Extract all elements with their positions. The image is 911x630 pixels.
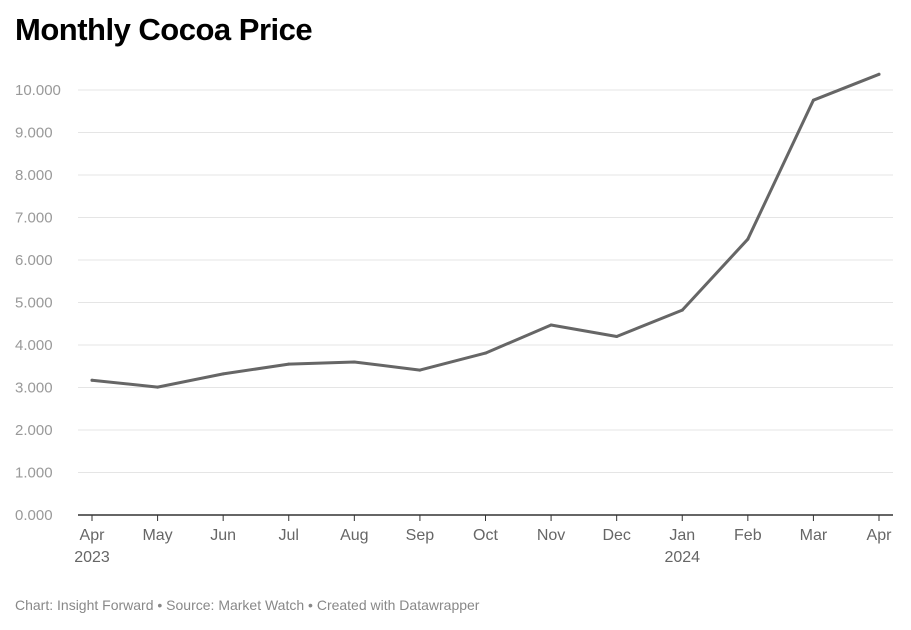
y-tick-label: 5.000	[15, 295, 53, 312]
data-point	[746, 237, 750, 241]
chart-footer: Chart: Insight Forward • Source: Market …	[15, 597, 480, 613]
data-point	[615, 335, 619, 338]
data-point	[418, 368, 422, 372]
series-layer	[90, 72, 881, 389]
y-tick-label: 1.000	[15, 465, 53, 482]
y-tick-label: 0.000	[15, 507, 53, 524]
y-tick-label: 3.000	[15, 380, 53, 397]
data-point	[90, 378, 94, 382]
x-tick-label-month: Dec	[602, 527, 630, 544]
y-tick-label: 2.000	[15, 422, 53, 439]
data-point	[811, 98, 815, 102]
x-tick-label-month: Jun	[210, 527, 236, 544]
series-line	[90, 72, 881, 389]
data-point	[877, 72, 881, 76]
data-point	[680, 308, 684, 312]
x-tick-label-month: Nov	[537, 527, 565, 544]
data-point	[221, 372, 225, 376]
x-tick-label-month: Apr	[867, 527, 893, 544]
x-tick-label-month: Jan	[669, 527, 695, 544]
gridlines	[78, 89, 893, 473]
x-tick-label-month: May	[142, 527, 172, 544]
x-tick-label-month: Oct	[473, 527, 498, 544]
y-tick-label: 8.000	[15, 167, 53, 184]
data-point	[156, 385, 160, 389]
x-tick-label-month: Mar	[800, 527, 828, 544]
data-point	[352, 360, 356, 364]
y-tick-label: 10.000	[15, 82, 61, 99]
y-tick-label: 7.000	[15, 210, 53, 227]
data-point	[549, 323, 553, 327]
chart-title: Monthly Cocoa Price	[15, 12, 313, 47]
line-chart: 0.000 1.000 2.000 3.000 4.000 5.000 6.000 7.000…	[15, 72, 893, 566]
y-axis-tick-labels: 0.000 1.000 2.000 3.000 4.000 5.000 6.000 7.000…	[15, 82, 61, 524]
x-tick-label-year: 2023	[74, 549, 110, 566]
x-tick-label-year: 2024	[664, 549, 700, 566]
y-tick-label: 9.000	[15, 125, 53, 142]
data-point	[484, 351, 487, 355]
x-tick-label-month: Jul	[279, 527, 299, 544]
data-point	[287, 362, 291, 366]
y-tick-label: 6.000	[15, 252, 53, 269]
x-tick-label-month: Apr	[80, 527, 106, 544]
x-axis-tick-labels: Apr 2023 May Jun Jul Aug Sep Oct Nov Dec Jan 2024 Fe…	[74, 515, 892, 566]
y-tick-label: 4.000	[15, 337, 53, 354]
x-tick-label-month: Sep	[406, 527, 435, 544]
x-tick-label-month: Aug	[340, 527, 368, 544]
x-tick-label-month: Feb	[734, 527, 762, 544]
